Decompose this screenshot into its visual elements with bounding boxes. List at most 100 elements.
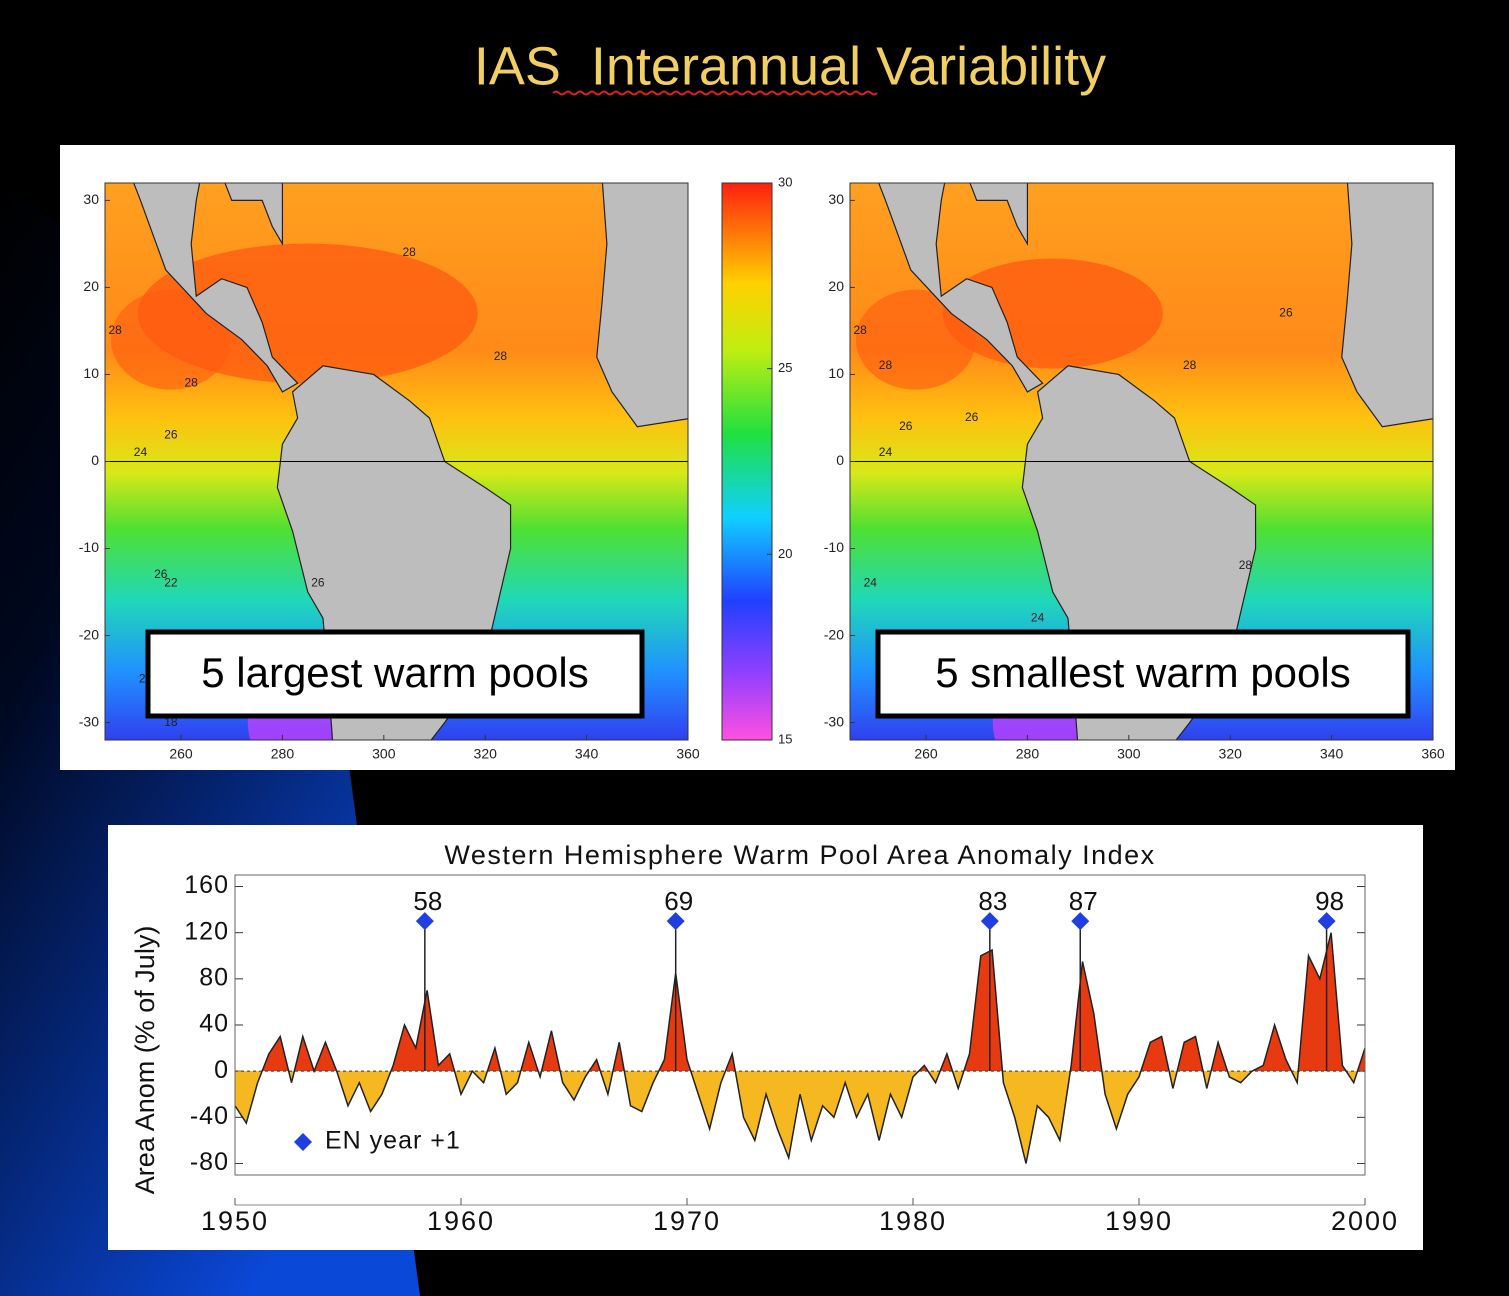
contour-label: 28 — [108, 323, 122, 337]
y-tick-label: 40 — [199, 1010, 229, 1038]
contour-label: 28 — [1239, 558, 1253, 572]
x-tick-label: 1950 — [201, 1206, 269, 1236]
contour-label: 28 — [185, 375, 199, 389]
colorbar — [721, 182, 773, 741]
contour-label: 24 — [134, 445, 148, 459]
land — [596, 183, 688, 428]
x-tick-label: 260 — [914, 746, 938, 762]
map: 28 28 26 24 24 26 26 28 24 28 260 280 300 320 340 360 30… — [824, 182, 1445, 762]
land — [224, 183, 284, 247]
land — [878, 183, 1044, 393]
x-tick-label: 340 — [575, 746, 599, 762]
y-tick-label: 0 — [214, 1056, 229, 1084]
y-tick-label: 30 — [828, 191, 844, 207]
colorbar-tick-label: 15 — [778, 731, 792, 746]
line — [234, 932, 1366, 1164]
warm-pool — [855, 289, 976, 390]
marker-label: 87 — [1069, 886, 1098, 916]
x-tick-label: 1960 — [427, 1206, 495, 1236]
land — [1341, 183, 1433, 428]
legend-marker — [294, 1133, 312, 1151]
contour-label: 24 — [879, 445, 893, 459]
y-tick-label: 80 — [199, 963, 229, 991]
y-tick-label: 160 — [184, 871, 229, 899]
colorbar-tick-label: 25 — [778, 360, 792, 375]
y-tick-label: -20 — [79, 626, 99, 642]
contour-label: 28 — [1183, 358, 1197, 372]
x-tick-label: 320 — [1219, 746, 1243, 762]
area-negative — [235, 1071, 1358, 1164]
marker-label: 83 — [978, 886, 1007, 916]
y-tick-label: -10 — [824, 539, 844, 555]
spell-underline — [552, 90, 878, 96]
y-tick-label: -20 — [824, 626, 844, 642]
slide-title: IAS Interannual Variability — [474, 36, 1106, 96]
x-tick-label: 280 — [1016, 746, 1040, 762]
y-tick-label: -30 — [824, 713, 844, 729]
contour-label: 26 — [1279, 306, 1293, 320]
label-box — [145, 629, 645, 719]
y-tick-label: 0 — [91, 452, 99, 468]
x-tick-label: 360 — [1421, 746, 1445, 762]
y-tick-label: -80 — [190, 1148, 229, 1176]
x-tick-label: 320 — [474, 746, 498, 762]
warm-pool — [110, 289, 231, 390]
colorbar-tick-label: 20 — [778, 546, 792, 561]
x-tick-label: 2000 — [1331, 1206, 1399, 1236]
land — [133, 183, 299, 393]
x-tick-label: 300 — [372, 746, 396, 762]
contour-label: 26 — [154, 567, 168, 581]
contour-label: 28 — [494, 349, 508, 363]
marker-label: 69 — [664, 886, 693, 916]
y-tick-label: 30 — [83, 191, 99, 207]
contour-label: 28 — [402, 245, 416, 259]
y-axis-label: Area Anom (% of July) — [130, 926, 160, 1195]
contour-label: 26 — [899, 419, 913, 433]
x-tick-label: 300 — [1117, 746, 1141, 762]
x-tick-label: 260 — [169, 746, 193, 762]
x-tick-label: 340 — [1320, 746, 1344, 762]
y-tick-label: 20 — [828, 278, 844, 294]
legend-label: EN year +1 — [325, 1127, 461, 1155]
y-tick-label: -40 — [190, 1102, 229, 1130]
contour-label: 24 — [864, 576, 878, 590]
map-label: 5 largest warm pools — [201, 649, 589, 696]
map: 2828262426242226282818260280300320340360… — [79, 182, 700, 762]
contour-label: 26 — [311, 576, 325, 590]
marker — [1317, 912, 1336, 931]
marker — [666, 912, 685, 931]
chart-title: Western Hemisphere Warm Pool Area Anomal… — [444, 840, 1155, 870]
y-tick-label: 20 — [83, 278, 99, 294]
label-box — [875, 629, 1411, 719]
contour-label: 24 — [1031, 610, 1045, 624]
marker-label: 98 — [1315, 886, 1344, 916]
x-tick-label: 280 — [271, 746, 295, 762]
marker — [980, 912, 999, 931]
land — [969, 183, 1029, 247]
map-label: 5 smallest warm pools — [935, 649, 1350, 696]
marker — [415, 912, 434, 931]
y-tick-label: 10 — [83, 365, 99, 381]
plot-frame — [234, 874, 1366, 1176]
chart-panel — [108, 825, 1423, 1250]
contour-label: 28 — [879, 358, 893, 372]
contour-label: 26 — [965, 410, 979, 424]
x-tick-label: 1990 — [1105, 1206, 1173, 1236]
x-tick-label: 1980 — [879, 1206, 947, 1236]
y-tick-label: -10 — [79, 539, 99, 555]
contour-label: 22 — [164, 576, 178, 590]
x-tick-label: 360 — [676, 746, 700, 762]
colorbar-tick-label: 30 — [778, 174, 792, 189]
y-tick-label: 120 — [184, 917, 229, 945]
x-tick-label: 1970 — [653, 1206, 721, 1236]
marker-label: 58 — [413, 886, 442, 916]
y-tick-label: -30 — [79, 713, 99, 729]
chart: Western Hemisphere Warm Pool Area Anomal… — [130, 840, 1399, 1236]
contour-label: 26 — [164, 428, 178, 442]
contour-label: 28 — [853, 323, 867, 337]
maps: 2828262426242226282818260280300320340360… — [79, 174, 1445, 762]
y-tick-label: 10 — [828, 365, 844, 381]
marker — [1071, 912, 1090, 931]
